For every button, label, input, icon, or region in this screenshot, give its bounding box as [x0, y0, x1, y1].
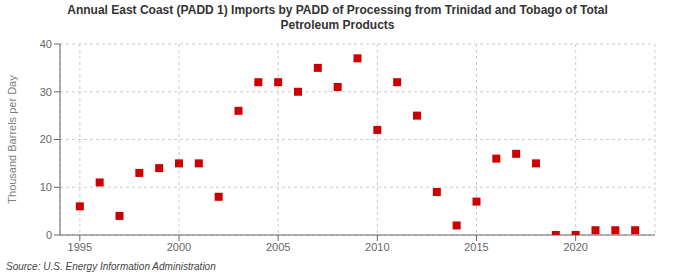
- svg-text:2020: 2020: [563, 241, 587, 253]
- svg-text:20: 20: [40, 133, 52, 145]
- svg-text:2005: 2005: [266, 241, 290, 253]
- html-text:Annual East Coast (PADD 1) Imp: Annual East Coast (PADD 1) Imports by PA…: [67, 3, 608, 17]
- html-text:Source: U.S. Energy Informatio: Source: U.S. Energy Information Administ…: [6, 261, 216, 272]
- svg-text:2015: 2015: [464, 241, 488, 253]
- svg-text:30: 30: [40, 86, 52, 98]
- html-text:Petroleum Products: Petroleum Products: [280, 18, 395, 32]
- svg-text:10: 10: [40, 181, 52, 193]
- svg-text:1995: 1995: [68, 241, 92, 253]
- svg-text:40: 40: [40, 38, 52, 50]
- svg-text:Thousand Barrels per Day: Thousand Barrels per Day: [8, 75, 18, 204]
- svg-text:2000: 2000: [167, 241, 191, 253]
- svg-text:0: 0: [46, 229, 52, 241]
- svg-text:2010: 2010: [365, 241, 389, 253]
